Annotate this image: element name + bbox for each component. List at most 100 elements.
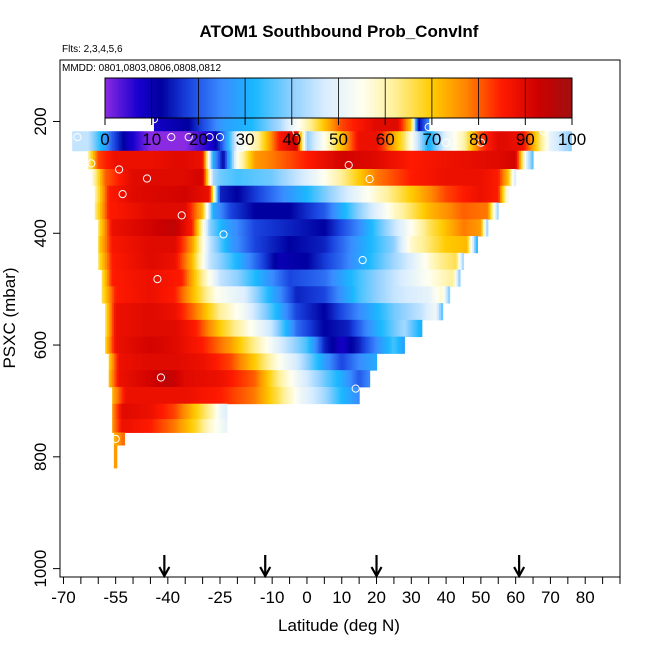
heatmap-cell (413, 111, 416, 132)
heatmap-cell (306, 111, 310, 132)
colorbar-cell (249, 78, 253, 118)
heatmap-cell (206, 303, 209, 321)
heatmap-cell (402, 131, 405, 152)
heatmap-cell (146, 303, 150, 321)
heatmap-cell (110, 303, 113, 321)
heatmap-cell (326, 269, 329, 287)
heatmap-cell (420, 185, 423, 203)
heatmap-cell (336, 236, 339, 254)
heatmap-cell (113, 202, 117, 220)
heatmap-cell (308, 111, 312, 132)
heatmap-cell (204, 419, 207, 433)
heatmap-cell (239, 150, 242, 170)
heatmap-cell (277, 168, 280, 187)
heatmap-cell (152, 269, 155, 287)
heatmap-cell (296, 168, 299, 187)
heatmap-cell (124, 150, 127, 170)
colorbar-cell (557, 78, 561, 118)
heatmap-cell (240, 269, 244, 287)
heatmap-cell (479, 202, 482, 220)
heatmap-cell (152, 236, 155, 254)
heatmap-cell (166, 303, 169, 321)
heatmap-cell (385, 111, 388, 132)
colorbar-cell (149, 78, 153, 118)
heatmap-cell (160, 419, 164, 433)
heatmap-cell (355, 150, 358, 170)
heatmap-cell (220, 386, 223, 405)
heatmap-cell (213, 252, 216, 270)
heatmap-cell (247, 353, 251, 371)
heatmap-cell (376, 286, 379, 304)
heatmap-cell (265, 185, 268, 203)
heatmap-cell (173, 111, 176, 132)
heatmap-cell (242, 131, 245, 152)
heatmap-cell (352, 150, 355, 170)
heatmap-cell (355, 236, 358, 254)
heatmap-cell (223, 202, 226, 220)
heatmap-cell (359, 185, 362, 203)
heatmap-cell (322, 303, 325, 321)
heatmap-cell (548, 131, 552, 152)
heatmap-cell (286, 185, 289, 203)
heatmap-cell (300, 353, 303, 371)
heatmap-cell (460, 236, 463, 254)
heatmap-cell (195, 269, 198, 287)
heatmap-cell (340, 370, 343, 388)
colorbar-cell (420, 78, 424, 118)
colorbar-cell (347, 78, 351, 118)
heatmap-cell (294, 236, 298, 254)
heatmap-cell (180, 386, 183, 405)
heatmap-cell (376, 150, 379, 170)
heatmap-cell (386, 319, 390, 338)
heatmap-cell (298, 336, 301, 354)
heatmap-cell (357, 131, 360, 152)
heatmap-cell (520, 131, 524, 152)
heatmap-cell (345, 269, 348, 287)
heatmap-cell (268, 131, 272, 152)
heatmap-cell (228, 336, 232, 354)
heatmap-cell (110, 319, 113, 338)
heatmap-cell (131, 150, 134, 170)
heatmap-cell (400, 131, 404, 152)
heatmap-cell (166, 168, 169, 187)
heatmap-cell (322, 185, 325, 203)
heatmap-cell (94, 202, 98, 220)
heatmap-cell (113, 168, 117, 187)
heatmap-cell (251, 386, 254, 405)
heatmap-cell (185, 131, 188, 152)
heatmap-cell (174, 168, 178, 187)
heatmap-cell (343, 150, 346, 170)
heatmap-cell (352, 386, 355, 405)
heatmap-cell (486, 202, 489, 220)
heatmap-cell (235, 236, 238, 254)
heatmap-cell (209, 202, 212, 220)
heatmap-cell (225, 236, 228, 254)
heatmap-cell (140, 131, 143, 152)
heatmap-cell (305, 336, 308, 354)
heatmap-cell (180, 131, 183, 152)
heatmap-cell (279, 269, 282, 287)
heatmap-cell (105, 202, 108, 220)
heatmap-cell (272, 219, 275, 237)
heatmap-cell (496, 168, 499, 187)
heatmap-cell (164, 319, 167, 338)
heatmap-cell (326, 219, 329, 237)
heatmap-cell (225, 111, 228, 132)
heatmap-cell (491, 131, 494, 152)
heatmap-cell (174, 202, 178, 220)
heatmap-cell (261, 386, 265, 405)
heatmap-cell (287, 353, 291, 371)
colorbar-cell (331, 78, 335, 118)
heatmap-cell (247, 219, 251, 237)
heatmap-cell (397, 303, 400, 321)
heatmap-cell (519, 150, 522, 170)
heatmap-cell (221, 111, 225, 132)
heatmap-cell (214, 403, 218, 420)
heatmap-cell (145, 336, 148, 354)
heatmap-cell (393, 252, 397, 270)
heatmap-cell (503, 131, 506, 152)
heatmap-cell (258, 236, 261, 254)
heatmap-cell (312, 353, 315, 371)
heatmap-cell (444, 236, 447, 254)
heatmap-cell (230, 150, 233, 170)
